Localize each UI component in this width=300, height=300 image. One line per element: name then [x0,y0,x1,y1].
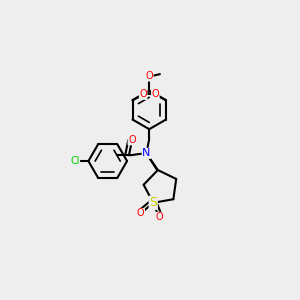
Text: O: O [152,89,159,99]
Text: O: O [155,212,163,222]
Text: O: O [146,71,153,81]
Text: O: O [139,89,147,99]
Text: O: O [137,208,145,218]
Text: S: S [149,196,157,209]
Text: Cl: Cl [70,156,80,166]
Text: N: N [142,148,151,158]
Text: O: O [128,135,136,145]
